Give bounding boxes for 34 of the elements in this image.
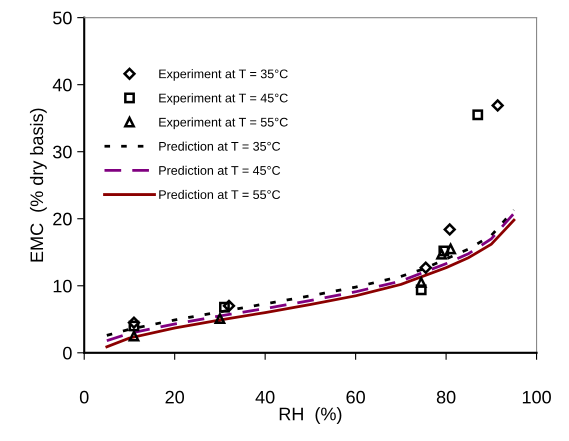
y-tick-label: 50 bbox=[53, 12, 72, 24]
point bbox=[222, 300, 236, 312]
y-tick-label: 0 bbox=[63, 346, 72, 360]
y-tick-label: 30 bbox=[53, 146, 72, 158]
y-axis-title: EMC (% dry basis) bbox=[30, 108, 47, 262]
y-tick-label: 20 bbox=[53, 212, 72, 226]
y-tick-label: 40 bbox=[52, 78, 72, 92]
x-tick-label: 40 bbox=[256, 390, 274, 404]
point bbox=[416, 284, 427, 296]
point bbox=[445, 243, 456, 254]
legend-label: Prediction at T = 35°C bbox=[159, 142, 280, 151]
y-tick-label: 10 bbox=[54, 280, 72, 292]
point bbox=[214, 313, 226, 324]
point bbox=[219, 302, 230, 313]
point bbox=[472, 109, 484, 120]
x-tick-label: 100 bbox=[522, 390, 551, 404]
point bbox=[128, 316, 140, 329]
x-axis-title: RH (%) bbox=[280, 407, 342, 424]
point bbox=[492, 99, 504, 112]
point bbox=[128, 330, 140, 342]
x-tick-label: 80 bbox=[436, 390, 456, 404]
legend-label: Prediction at T = 45°C bbox=[159, 166, 280, 175]
point bbox=[128, 320, 140, 332]
legend-label: Experiment at T = 45°C bbox=[159, 93, 288, 105]
x-tick-label: 0 bbox=[80, 390, 89, 404]
legend-label: Experiment at T = 35°C bbox=[159, 69, 288, 81]
legend-label: Experiment at T = 55°C bbox=[159, 117, 288, 130]
point bbox=[444, 223, 456, 236]
legend-label: Prediction at T = 55°C bbox=[159, 190, 280, 200]
point bbox=[436, 248, 447, 260]
x-tick-label: 20 bbox=[166, 390, 184, 404]
point bbox=[438, 245, 450, 256]
point bbox=[420, 262, 432, 274]
x-tick-label: 60 bbox=[346, 390, 365, 404]
